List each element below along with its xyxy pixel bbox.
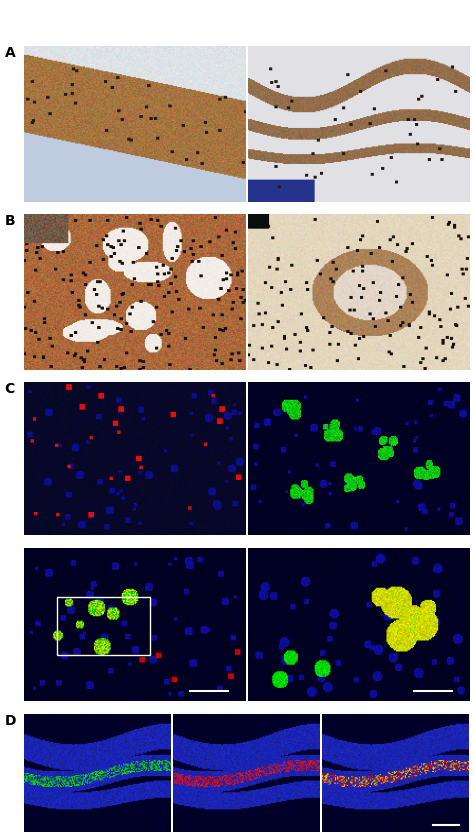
Bar — [57, 597, 150, 655]
Text: A: A — [5, 46, 16, 60]
Text: D: D — [5, 714, 16, 728]
Text: C: C — [5, 382, 15, 396]
Text: B: B — [5, 214, 15, 228]
